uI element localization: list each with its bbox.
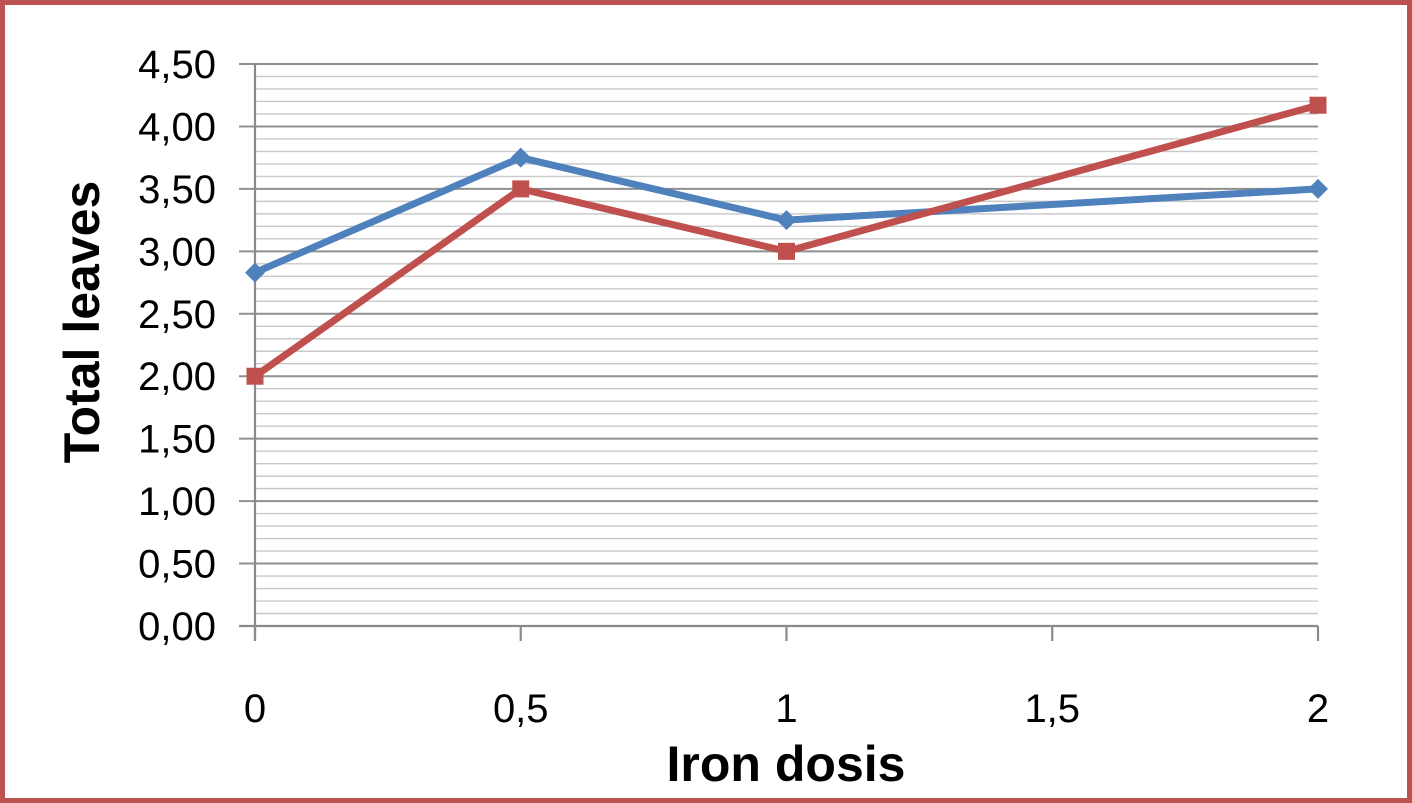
red-series-line — [252, 101, 1319, 380]
x-tick-label: 1 — [775, 687, 797, 731]
y-tick-label: 0,00 — [138, 605, 216, 649]
x-tick-label: 2 — [1307, 687, 1329, 731]
y-tick-label: 2,00 — [138, 355, 216, 399]
blue-series-marker-diamond — [776, 210, 797, 231]
y-tick-label: 3,00 — [138, 230, 216, 274]
red-series-marker-square — [778, 242, 795, 260]
blue-series-marker-diamond — [510, 147, 531, 168]
y-tick-label: 2,50 — [138, 293, 216, 337]
y-tick-label: 4,50 — [138, 43, 216, 87]
y-tick-label: 4,00 — [138, 105, 216, 149]
y-tick-label: 3,50 — [138, 168, 216, 212]
x-tick-label: 0 — [244, 687, 266, 731]
x-tick-label: 0,5 — [493, 687, 549, 731]
y-axis-title: Total leaves — [54, 180, 110, 464]
blue-series-marker-diamond — [245, 262, 265, 283]
red-series-marker-square — [1309, 96, 1327, 114]
x-axis-title: Iron dosis — [666, 736, 906, 792]
red-series-marker-square — [246, 367, 264, 385]
y-tick-label: 0,50 — [138, 543, 216, 587]
y-tick-label: 1,50 — [138, 418, 216, 462]
blue-series-marker-diamond — [1308, 178, 1328, 199]
red-series-marker-square — [512, 180, 530, 198]
x-tick-label: 1,5 — [1024, 687, 1080, 731]
blue-series-line — [253, 154, 1319, 276]
y-tick-label: 1,00 — [138, 480, 216, 524]
